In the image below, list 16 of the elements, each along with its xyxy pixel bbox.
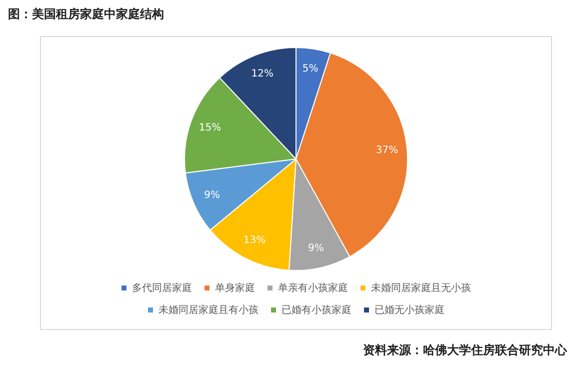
legend-label: 未婚同居家庭且有小孩	[158, 304, 258, 316]
legend-label: 已婚有小孩家庭	[282, 304, 352, 316]
data-label: 12%	[251, 68, 274, 80]
legend-label: 未婚同居家庭且无小孩	[371, 282, 471, 294]
data-label: 9%	[308, 242, 324, 254]
data-label: 37%	[376, 144, 398, 156]
text: 资料来源：哈佛大学住房联合研究中心	[363, 342, 567, 359]
legend-label: 单身家庭	[215, 282, 255, 294]
legend-label: 多代同居家庭	[132, 282, 192, 294]
data-label: 13%	[243, 235, 266, 246]
data-label: 5%	[302, 63, 318, 74]
legend-label: 单亲有小孩家庭	[278, 282, 348, 294]
chart-title: 图：美国租房家庭中家庭结构	[8, 6, 164, 23]
legend-label: 已婚无小孩家庭	[374, 304, 444, 316]
data-label: 15%	[198, 122, 222, 134]
data-label: 9%	[204, 190, 220, 201]
